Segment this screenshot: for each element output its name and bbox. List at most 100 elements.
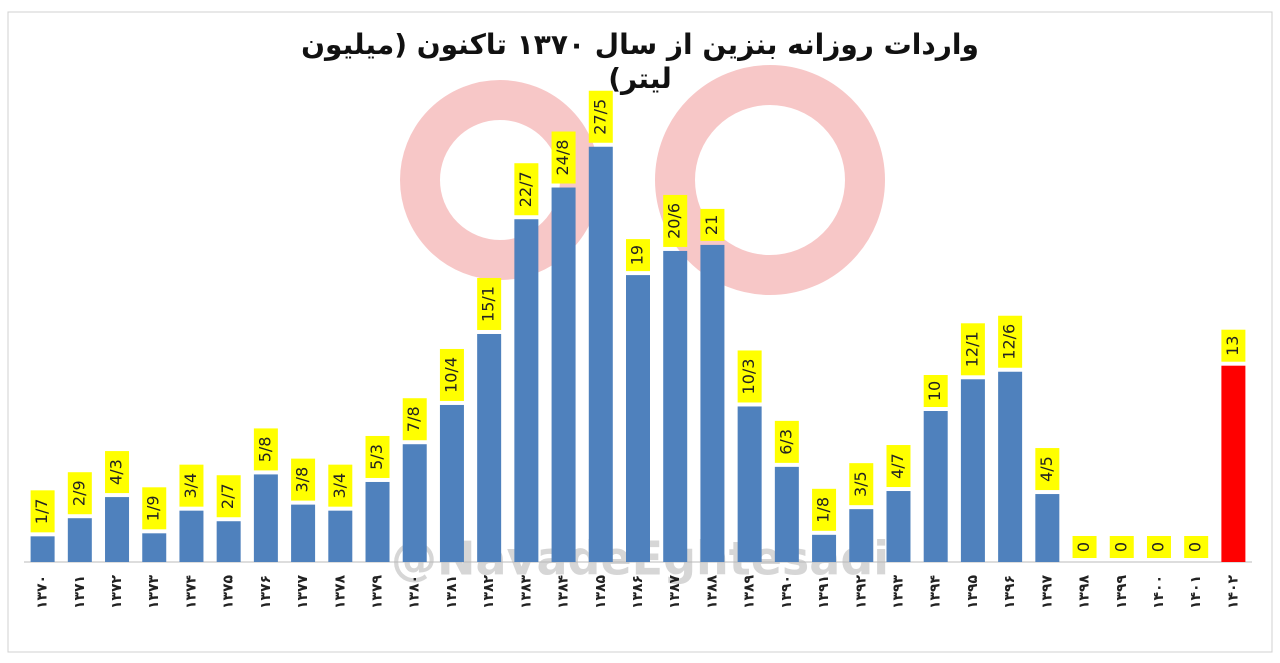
x-tick-label: ۱۳۷۱: [72, 575, 88, 609]
x-tick-label: ۱۳۹۳: [890, 574, 906, 609]
bar: [1035, 494, 1060, 562]
value-label-box: [1221, 329, 1246, 362]
x-tick-label: ۱۳۸۷: [667, 574, 683, 609]
value-label-box: [1035, 448, 1060, 491]
value-label-box: [1109, 536, 1134, 558]
value-label: 15/1: [479, 286, 498, 322]
value-label-box: [514, 163, 539, 216]
value-label-box: [67, 472, 92, 515]
value-label-box: [216, 475, 241, 518]
value-label-box: [588, 90, 613, 143]
value-label: 5/8: [255, 437, 274, 463]
bar: [30, 536, 55, 562]
bar: [849, 509, 874, 562]
value-label: 3/4: [330, 473, 349, 499]
value-label: 22/7: [516, 171, 535, 207]
x-tick-label: ۱۳۷۳: [146, 574, 162, 609]
bar: [291, 504, 316, 562]
value-label: 7/8: [404, 406, 423, 432]
x-tick-label: ۱۳۹۹: [1114, 574, 1130, 609]
value-label: 2/9: [69, 480, 88, 506]
chart-title: واردات روزانه بنزین از سال ۱۳۷۰ تاکنون (…: [301, 28, 979, 95]
x-tick-label: ۱۳۸۸: [704, 574, 720, 609]
x-tick-label: ۱۳۹۱: [816, 575, 832, 609]
value-label-box: [700, 208, 725, 241]
x-tick-label: ۱۳۸۳: [518, 574, 534, 609]
value-label-box: [179, 464, 204, 507]
x-tick-label: ۱۳۷۹: [370, 574, 386, 609]
value-label: 4/3: [107, 459, 126, 485]
value-label-box: [886, 445, 911, 488]
value-label: 3/5: [851, 471, 870, 497]
value-label: 1/7: [32, 498, 51, 524]
x-tick-label: ۱۳۸۴: [556, 574, 572, 609]
x-tick-label: ۱۳۹۸: [1077, 574, 1093, 609]
value-label-box: [1184, 536, 1209, 558]
value-label-box: [849, 463, 874, 506]
value-label: 3/4: [181, 473, 200, 499]
x-tick-label: ۱۳۹۷: [1039, 574, 1055, 609]
value-label-box: [923, 375, 948, 407]
value-label-box: [663, 194, 688, 247]
frame: [7, 11, 1273, 653]
bar: [179, 510, 204, 562]
bar: [737, 406, 762, 562]
bar: [477, 333, 502, 562]
value-label: 6/3: [776, 429, 795, 455]
bar: [588, 146, 613, 562]
bar: [626, 275, 650, 562]
value-label-box: [626, 239, 650, 272]
value-label: 20/6: [665, 203, 684, 239]
x-tick-label: ۱۳۷۸: [332, 574, 348, 609]
x-tick-label: ۱۳۸۶: [630, 575, 646, 609]
value-label: 12/1: [962, 331, 981, 367]
x-tick-label: ۱۴۰۱: [1188, 575, 1204, 609]
value-label-box: [291, 458, 316, 501]
x-tick-label: ۱۳۷۷: [295, 574, 311, 609]
value-label: 4/7: [888, 453, 907, 479]
bar: [216, 521, 241, 562]
bar: [328, 510, 353, 562]
bar: [998, 371, 1023, 562]
bar: [923, 411, 948, 562]
logo: [400, 65, 885, 295]
bar: [663, 250, 688, 562]
bar: [551, 187, 576, 562]
value-label: 10/3: [739, 359, 758, 395]
value-label: 21: [702, 215, 721, 235]
value-label: 2/7: [218, 483, 237, 509]
bar: [105, 497, 130, 562]
value-label-box: [328, 464, 353, 507]
value-label: 1/8: [814, 497, 833, 523]
value-label: 0: [1186, 542, 1205, 552]
bar: [1221, 365, 1246, 562]
value-label: 27/5: [590, 99, 609, 135]
value-label: 0: [1074, 542, 1093, 552]
bar: [67, 518, 92, 562]
x-tick-label: ۱۳۹۶: [1002, 575, 1018, 609]
value-label: 19: [628, 245, 647, 265]
value-label-box: [105, 451, 130, 494]
x-tick-label: ۱۳۸۲: [481, 574, 497, 609]
x-tick-label: ۱۳۷۵: [221, 574, 237, 609]
bar: [439, 404, 464, 562]
value-label-box: [253, 428, 278, 471]
value-label-box: [998, 315, 1023, 368]
value-label: 10: [925, 381, 944, 401]
x-tick-label: ۱۳۸۵: [593, 574, 609, 609]
x-tick-label: ۱۴۰۲: [1225, 574, 1241, 609]
bar: [402, 444, 427, 562]
value-label-box: [737, 350, 762, 403]
x-tick-label: ۱۳۹۴: [928, 574, 944, 609]
bar: [514, 219, 539, 563]
bar: [700, 244, 725, 562]
value-label-box: [477, 277, 502, 330]
value-label: 4/5: [1037, 456, 1056, 482]
bar: [253, 474, 278, 562]
value-label-box: [551, 131, 576, 184]
value-label-box: [30, 490, 55, 533]
x-tick-label: ۱۳۹۲: [853, 574, 869, 609]
value-label: 3/8: [293, 467, 312, 493]
